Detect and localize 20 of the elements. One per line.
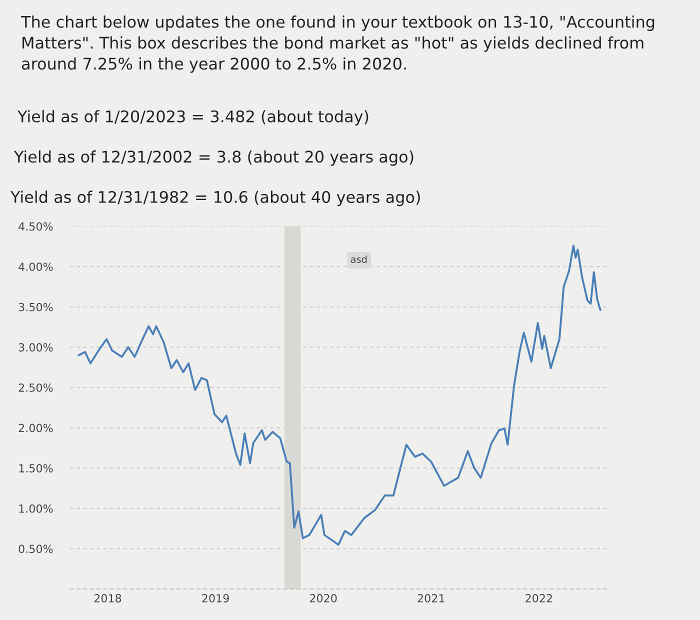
y-tick-label: 1.50% — [19, 464, 53, 472]
y-tick-label: 2.50% — [18, 383, 53, 392]
x-tick-label: 2018 — [94, 594, 122, 602]
annotation: asd — [350, 255, 367, 263]
x-tick-label: 2019 — [202, 594, 229, 602]
text: Yield as of 12/31/1982 = 10.6 (about 40 years ago) — [10, 190, 420, 206]
y-tick-label: 3.00% — [18, 343, 53, 352]
y-tick-label: 4.00% — [18, 262, 53, 271]
y-tick-label: 1.00% — [19, 504, 53, 513]
x-tick-label: 2021 — [418, 594, 444, 602]
y-tick-label: 2.00% — [18, 424, 53, 432]
y-tick-label: 4.50% — [18, 222, 53, 231]
x-tick-label: 2022 — [526, 594, 552, 602]
x-tick-label: 2020 — [310, 594, 337, 602]
chart-title: The chart below updates the one found in your textbook on 13-10, "Accounting Matters". This box describes the bond market as "hot" as yields declined from around 7.25% in the year 2000 to 2.5% in 2020. — [20, 16, 654, 73]
text: Yield as of 1/20/2023 = 3.482 (about today) — [17, 110, 368, 126]
text: Yield as of 12/31/2002 = 3.8 (about 20 years ago) — [14, 150, 414, 166]
line-series — [78, 244, 602, 546]
y-tick-label: 3.50% — [18, 302, 53, 312]
y-tick-label: 0.50% — [18, 544, 53, 554]
